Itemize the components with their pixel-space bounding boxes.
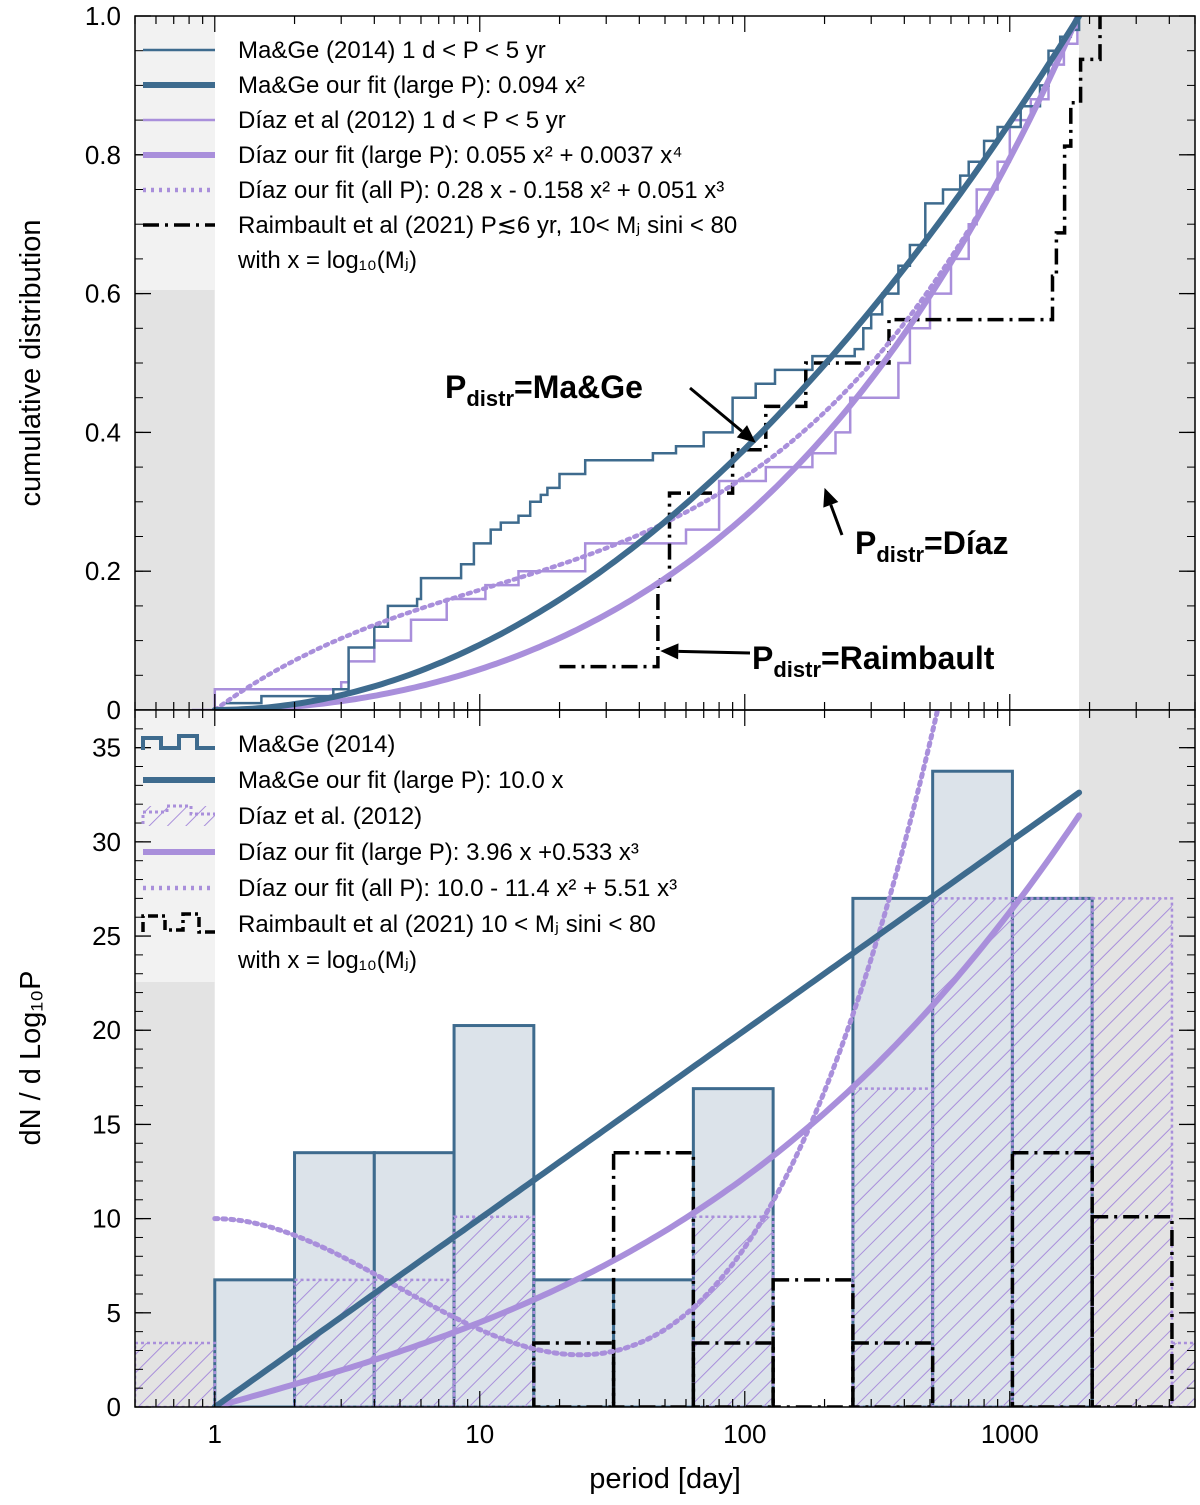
x-axis-label: period [day] — [589, 1463, 741, 1495]
annotation-p: P — [752, 640, 773, 676]
raimbault-hist-bar — [771, 1278, 855, 1407]
y-tick-label: 15 — [92, 1109, 121, 1139]
legend-swatch — [141, 804, 215, 824]
shaded-region-right — [1079, 16, 1195, 710]
annotation-arrow — [829, 504, 844, 536]
legend-swatch — [143, 806, 215, 826]
diaz-all-fit-curve — [212, 16, 1081, 710]
top-y-axis-label: cumulative distribution — [15, 220, 47, 507]
raimbault-hist-bar — [691, 1341, 775, 1407]
annotation-arrowhead — [660, 643, 679, 660]
bottom-axes: 0 5 10 15 20 25 30 35 1 10 100 1000 — [92, 709, 1196, 1449]
y-tick-label: 35 — [92, 733, 121, 763]
legend-entry: Díaz et al. (2012) — [238, 803, 422, 830]
top-panel: Pdistr=Ma&GePdistr=DíazPdistr=Raimbault … — [85, 1, 1196, 725]
diaz-hist-bar — [1170, 1341, 1195, 1407]
top-legend: Ma&Ge (2014) 1 d < P < 5 yr Ma&Ge our fit… — [143, 37, 737, 274]
mage-fit-curve — [211, 789, 1083, 1407]
bottom-series — [135, 710, 1195, 1407]
legend-entry: Ma&Ge our fit (large P): 10.0 x — [238, 767, 563, 794]
raimbault-hist-bar — [851, 1341, 935, 1407]
diaz-hist-bar — [851, 1087, 934, 1407]
y-tick-label: 30 — [92, 827, 121, 857]
diaz-large-fit-curve — [211, 812, 1083, 1407]
legend-entry: Ma&Ge our fit (large P): 0.094 x² — [238, 72, 585, 99]
diaz-hist-bar — [135, 1341, 217, 1407]
annotation-sub: distr — [466, 386, 514, 411]
annotation-arrow — [689, 386, 743, 433]
legend-entry: Ma&Ge (2014) — [238, 731, 395, 758]
y-tick-label: 25 — [92, 921, 121, 951]
annotation-rest: =Raimbault — [821, 640, 995, 676]
y-tick-label: 0 — [107, 1392, 121, 1422]
diaz-hist-bar — [1090, 897, 1174, 1407]
mage-ecdf-step — [225, 16, 1081, 705]
annotation-p: P — [855, 525, 876, 561]
y-tick-label: 0.4 — [85, 417, 121, 447]
diaz-hist-bar — [931, 897, 1014, 1407]
legend-entry: Raimbault et al (2021) 10 < Mⱼ sini < 80 — [238, 911, 656, 938]
y-tick-label: 0 — [107, 695, 121, 725]
bottom-y-axis-label: dN / d Log₁₀P — [15, 971, 47, 1146]
legend-entry: Díaz our fit (all P): 10.0 - 11.4 x² + 5… — [238, 875, 677, 902]
annotation-p: P — [445, 369, 466, 405]
y-tick-label: 1.0 — [85, 1, 121, 31]
y-tick-label: 5 — [107, 1298, 121, 1328]
diaz-all-fit-curve — [212, 710, 941, 1358]
legend-entry: Ma&Ge (2014) 1 d < P < 5 yr — [238, 37, 546, 64]
x-tick-label: 1 — [208, 1419, 222, 1449]
top-series — [191, 16, 1102, 710]
raimbault-hist-bar — [1090, 1214, 1174, 1407]
bottom-legend: Ma&Ge (2014) Ma&Ge our fit (large P): 10.… — [141, 731, 677, 974]
y-tick-label: 10 — [92, 1204, 121, 1234]
raimbault-ecdf-step — [559, 16, 1102, 669]
legend-entry: Díaz our fit (large P): 3.96 x +0.533 x³ — [238, 839, 639, 866]
annotation-arrowhead — [736, 425, 756, 443]
legend-swatch — [141, 912, 215, 934]
y-tick-label: 20 — [92, 1015, 121, 1045]
y-tick-label: 0.2 — [85, 556, 121, 586]
diaz-large-fit-curve — [211, 16, 1082, 710]
legend-swatch — [141, 734, 215, 750]
x-tick-label: 100 — [723, 1419, 766, 1449]
legend-entry: Díaz our fit (large P): 0.055 x² + 0.003… — [238, 142, 683, 169]
raimbault-hist-bar — [532, 1341, 616, 1407]
x-tick-label: 1000 — [981, 1419, 1039, 1449]
legend-entry: with x = log₁₀(Mⱼ) — [237, 247, 417, 274]
annotation-sub: distr — [876, 542, 924, 567]
legend-entry: Díaz et al (2012) 1 d < P < 5 yr — [238, 107, 566, 134]
y-tick-label: 0.6 — [85, 279, 121, 309]
annotation-sub: distr — [773, 657, 821, 682]
annotation-label: Pdistr=Díaz — [855, 525, 1009, 567]
legend-background — [135, 710, 215, 982]
annotation-arrowhead — [823, 487, 839, 508]
x-tick-label: 10 — [465, 1419, 494, 1449]
annotation-label: Pdistr=Ma&Ge — [445, 369, 643, 411]
legend-entry: with x = log₁₀(Mⱼ) — [237, 947, 417, 974]
annotation-arrow — [678, 649, 751, 655]
bottom-legend-box — [135, 710, 215, 982]
annotation-label: Pdistr=Raimbault — [752, 640, 995, 682]
diaz-hist-bar — [692, 1215, 775, 1407]
annotation-rest: =Ma&Ge — [514, 369, 643, 405]
mage-fit-curve — [211, 16, 1083, 710]
diaz-hist-bar — [452, 1215, 536, 1407]
mage-hist-bar — [612, 1278, 695, 1407]
annotation-rest: =Díaz — [924, 525, 1008, 561]
legend-entry: Díaz our fit (all P): 0.28 x - 0.158 x² … — [238, 177, 724, 204]
raimbault-hist-bar — [1010, 1150, 1094, 1407]
raimbault-hist-bar — [611, 1150, 696, 1407]
legend-entry: Raimbault et al (2021) P≲6 yr, 10< Mⱼ si… — [238, 212, 737, 239]
y-tick-label: 0.8 — [85, 140, 121, 170]
